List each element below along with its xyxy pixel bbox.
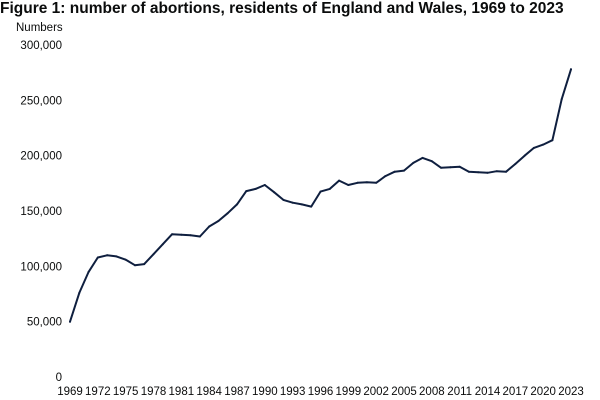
x-tick-label: 1990 xyxy=(252,386,278,398)
data-point xyxy=(96,256,99,259)
x-tick-label: 2011 xyxy=(447,386,472,398)
data-point xyxy=(226,212,229,215)
data-point xyxy=(532,146,535,149)
y-tick-label: 250,000 xyxy=(20,95,62,107)
data-point xyxy=(124,258,127,261)
x-tick-label: 1969 xyxy=(57,386,83,398)
data-point xyxy=(347,184,350,186)
data-point xyxy=(421,156,424,159)
data-point xyxy=(133,264,136,267)
data-point xyxy=(208,225,211,228)
x-tick-label: 2020 xyxy=(530,386,556,398)
x-tick-label: 2008 xyxy=(419,386,445,398)
series-line-abortions xyxy=(69,68,572,323)
data-point xyxy=(198,235,201,238)
data-point xyxy=(217,220,220,222)
data-point xyxy=(300,203,303,206)
x-tick-label: 1993 xyxy=(280,386,306,398)
y-tick-label: 300,000 xyxy=(20,40,62,52)
data-point xyxy=(338,179,341,182)
data-point xyxy=(542,143,545,146)
data-point xyxy=(171,233,174,236)
data-point xyxy=(254,187,257,190)
data-point xyxy=(495,170,498,173)
data-point xyxy=(449,166,452,169)
x-tick-label: 1984 xyxy=(196,386,222,398)
x-tick-label: 1999 xyxy=(336,386,362,398)
data-point xyxy=(245,190,248,193)
data-point xyxy=(570,68,572,71)
data-point xyxy=(384,175,387,178)
data-point xyxy=(291,201,294,204)
x-tick-label: 1987 xyxy=(224,386,250,398)
x-tick-label: 1996 xyxy=(308,386,334,398)
y-tick-label: 150,000 xyxy=(20,206,62,218)
data-point xyxy=(486,171,489,174)
data-point xyxy=(161,243,164,246)
data-point xyxy=(365,181,368,184)
x-tick-label: 1975 xyxy=(113,386,139,398)
data-point xyxy=(393,170,396,173)
data-point xyxy=(505,170,508,173)
y-tick-label: 0 xyxy=(56,372,62,384)
data-point xyxy=(356,181,359,184)
x-tick-label: 2017 xyxy=(503,386,529,398)
data-point xyxy=(403,169,405,172)
x-tick-label: 1981 xyxy=(169,386,195,398)
data-point xyxy=(467,170,470,173)
data-point xyxy=(115,255,118,258)
data-point xyxy=(458,165,461,168)
data-point xyxy=(412,161,415,164)
data-point xyxy=(87,270,90,273)
y-tick-label: 200,000 xyxy=(20,151,62,163)
data-point xyxy=(282,198,285,201)
data-point xyxy=(440,166,443,169)
data-point xyxy=(236,203,238,206)
data-point xyxy=(430,160,433,163)
data-point xyxy=(523,154,526,157)
x-tick-label: 2014 xyxy=(475,386,501,398)
data-point xyxy=(69,320,71,323)
data-point xyxy=(180,233,183,236)
x-tick-label: 2002 xyxy=(363,386,389,398)
data-point xyxy=(273,191,276,194)
data-point xyxy=(106,254,109,257)
data-point xyxy=(143,263,146,266)
x-tick-label: 2023 xyxy=(558,386,584,398)
y-tick-label: 50,000 xyxy=(27,317,62,329)
y-axis-label: Numbers xyxy=(16,22,63,34)
data-point xyxy=(514,163,517,165)
data-point xyxy=(328,187,331,190)
data-point xyxy=(375,181,378,184)
x-tick-label: 1978 xyxy=(141,386,167,398)
data-point xyxy=(189,234,192,237)
data-point xyxy=(263,184,266,186)
y-tick-label: 100,000 xyxy=(20,261,62,273)
x-tick-label: 2005 xyxy=(391,386,417,398)
data-point xyxy=(560,98,563,101)
data-point xyxy=(477,171,480,174)
data-point xyxy=(319,190,322,193)
chart-title: Figure 1: number of abortions, residents… xyxy=(0,0,564,17)
data-point xyxy=(310,205,313,208)
data-point xyxy=(78,291,81,294)
data-point xyxy=(152,253,155,256)
data-point xyxy=(551,139,554,142)
x-tick-label: 1972 xyxy=(85,386,111,398)
